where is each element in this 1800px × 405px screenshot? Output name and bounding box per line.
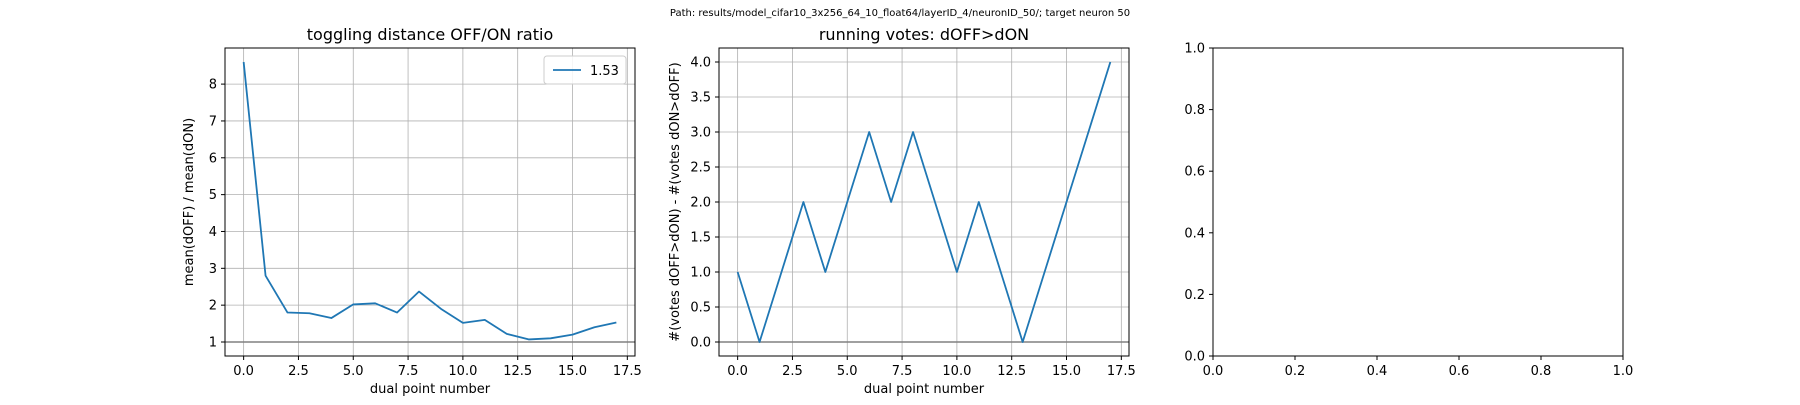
- subplot-3: 0.0 0.2 0.4 0.6 0.8 1.0 0.0 0.2 0.4 0.6 0.8 1.0: [1184, 42, 1633, 380]
- x-tick-label: 17.5: [613, 364, 642, 379]
- x-tick-label: 12.5: [503, 364, 532, 379]
- x-tick-label: 5.0: [837, 364, 858, 379]
- subplot-1: 0.0 2.5 5.0 7.5 10.0 12.5 15.0 17.5 1 2 3 4 5 6 7 8 togg…: [182, 25, 642, 397]
- series-line-1: [736, 61, 1112, 343]
- x-tick-label: 2.5: [782, 364, 803, 379]
- y-tick-label: 2: [209, 299, 217, 314]
- y-axis-label: mean(dOFF) / mean(dON): [182, 118, 197, 286]
- y-tick-label: 3.0: [690, 126, 711, 141]
- y-tick-label: 6: [209, 151, 217, 166]
- y-tick-label: 0.8: [1184, 103, 1205, 118]
- y-tick-label: 3: [209, 262, 217, 277]
- y-tick-label: 0.0: [690, 336, 711, 351]
- x-tick-label: 17.5: [1107, 364, 1136, 379]
- y-tick-label: 3.5: [690, 91, 711, 106]
- subplot-title: toggling distance OFF/ON ratio: [307, 25, 553, 44]
- x-axis-label: dual point number: [864, 382, 985, 397]
- y-tick-label: 8: [209, 78, 217, 93]
- y-tick-label: 1: [209, 336, 217, 351]
- x-tick-label: 0.2: [1285, 364, 1306, 379]
- axes-frame: [224, 47, 636, 357]
- x-tick-label: 7.5: [892, 364, 913, 379]
- legend-box: [543, 55, 627, 85]
- y-tick-label: 4.0: [690, 56, 711, 71]
- y-tick-label: 2.5: [690, 161, 711, 176]
- x-tick-label: 10.0: [448, 364, 477, 379]
- x-tick-label: 0.8: [1531, 364, 1552, 379]
- y-tick-label: 1.0: [1184, 42, 1205, 57]
- y-tick-label: 0.0: [1184, 350, 1205, 365]
- x-tick-label: 7.5: [398, 364, 419, 379]
- y-tick-label: 5: [209, 188, 217, 203]
- y-tick-label: 0.5: [690, 301, 711, 316]
- x-tick-label: 1.0: [1613, 364, 1634, 379]
- x-tick-label: 0.4: [1367, 364, 1388, 379]
- x-axis-label: dual point number: [370, 382, 491, 397]
- y-tick-label: 2.0: [690, 196, 711, 211]
- x-tick-label: 15.0: [1052, 364, 1081, 379]
- subplot-2: 0.0 2.5 5.0 7.5 10.0 12.5 15.0 17.5 0.0 0.5 1.0 1.5…: [668, 25, 1136, 397]
- y-tick-label: 1.0: [690, 266, 711, 281]
- y-tick-label: 0.6: [1184, 165, 1205, 180]
- series-line-1: [242, 61, 617, 341]
- y-tick-label: 0.2: [1184, 288, 1205, 303]
- axes-frame: [1212, 47, 1624, 357]
- legend-entry-label: 1.53: [590, 64, 619, 79]
- x-tick-label: 5.0: [343, 364, 364, 379]
- figure-suptitle: Path: results/model_cifar10_3x256_64_10_…: [670, 8, 1130, 19]
- y-axis-label: #(votes dOFF>dON) - #(votes dON>dOFF): [668, 62, 683, 341]
- y-tick-label: 0.4: [1184, 226, 1205, 241]
- x-tick-label: 2.5: [288, 364, 309, 379]
- x-tick-label: 10.0: [942, 364, 971, 379]
- x-tick-label: 15.0: [558, 364, 587, 379]
- x-tick-label: 0.6: [1449, 364, 1470, 379]
- y-tick-label: 1.5: [690, 231, 711, 246]
- x-tick-label: 0.0: [727, 364, 748, 379]
- x-tick-label: 0.0: [233, 364, 254, 379]
- legend: 1.53: [543, 55, 627, 85]
- subplot-title: running votes: dOFF>dON: [819, 25, 1029, 44]
- x-tick-label: 12.5: [997, 364, 1026, 379]
- y-tick-label: 4: [209, 225, 217, 240]
- y-tick-label: 7: [209, 114, 217, 129]
- x-tick-label: 0.0: [1203, 364, 1224, 379]
